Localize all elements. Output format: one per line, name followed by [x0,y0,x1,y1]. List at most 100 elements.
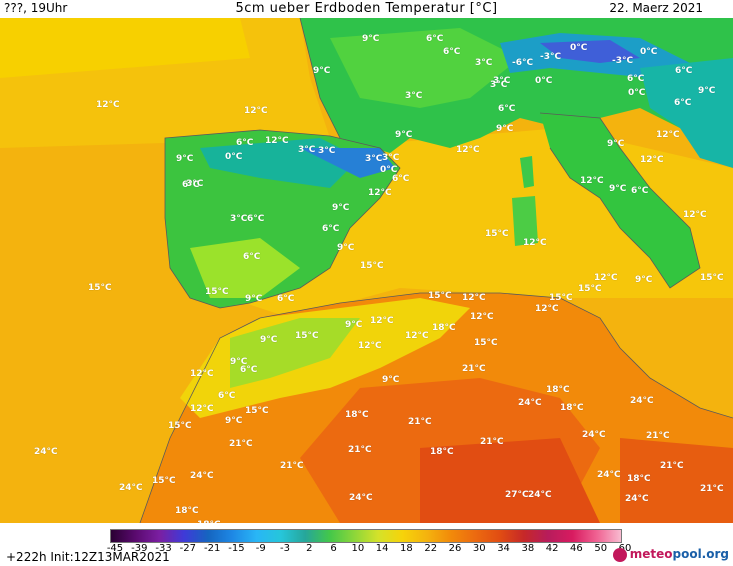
temperature-label: 27°C [505,490,529,500]
temperature-label: 12°C [456,145,480,155]
temperature-label: 21°C [408,417,432,427]
temperature-label: 9°C [345,320,363,330]
temperature-label: 21°C [229,439,253,449]
temperature-label: 15°C [578,284,602,294]
temperature-label: -3°C [540,52,562,62]
temperature-label: -3°C [612,56,634,66]
temperature-label: 15°C [360,261,384,271]
map-canvas [0,18,733,523]
color-scale-tick: -45 [106,543,124,554]
temperature-label: 12°C [96,100,120,110]
color-scale-tick: 14 [375,543,389,554]
brand-name-part2: pool.org [672,547,729,561]
temperature-label: -6°C [512,58,534,68]
temperature-label: 15°C [245,406,269,416]
temperature-label: 3°C [490,80,508,90]
temperature-label: 6°C [674,98,692,108]
temperature-map: 9°C 6°C 6°C 9°C -3°C 0°C -3°C -6°C 3°C 0°C 0°C 3°C 6… [0,18,733,523]
temperature-label: 9°C [362,34,380,44]
temperature-label: 24°C [119,483,143,493]
temperature-label: 9°C [176,154,194,164]
color-scale-tick: -9 [255,543,266,554]
color-scale-ticks: -45 -39 -33 -27 -21 -15 -9 -3 2 6 10 14 18 22 26 30 34 38… [106,543,632,555]
temperature-label: 24°C [518,398,542,408]
temperature-label: 9°C [698,86,716,96]
temperature-label: 15°C [485,229,509,239]
temperature-label: 0°C [628,88,646,98]
temperature-label: 9°C [230,357,248,367]
temperature-label: 6°C [182,180,200,190]
temperature-label: 9°C [635,275,653,285]
color-scale-tick: -3 [280,543,290,554]
temperature-label: 9°C [609,184,627,194]
color-scale-tick: 22 [424,543,438,554]
color-scale-tick: 50 [594,543,608,554]
temperature-label: 3°C [365,154,383,164]
sahara-hottest [420,438,600,523]
temperature-label: 6°C [218,391,236,401]
temperature-label: 12°C [656,130,680,140]
color-scale-tick: 18 [400,543,413,554]
color-scale-tick: 42 [545,543,559,554]
temperature-label: 15°C [168,421,192,431]
temperature-label: 15°C [88,283,112,293]
temperature-label: 24°C [630,396,654,406]
temperature-label: 21°C [480,437,504,447]
italy-coastline [539,112,701,289]
color-scale-tick: -15 [228,543,245,554]
italy-land [540,113,700,288]
temperature-label: 21°C [348,445,372,455]
temperature-label: 3°C [186,179,204,189]
map-header: ???, 19Uhr 5cm ueber Erdboden Temperatur… [0,0,733,18]
temperature-label: 21°C [660,461,684,471]
temperature-label: 24°C [34,447,58,457]
temperature-label: 21°C [462,364,486,374]
color-scale-tick: -33 [155,543,172,554]
temperature-label: 9°C [260,335,278,345]
temperature-label: 9°C [225,416,243,426]
temperature-label: 18°C [197,520,221,523]
color-scale-tick: 38 [521,543,535,554]
brand-name-part1: meteo [629,547,673,561]
temperature-label: 9°C [332,203,350,213]
sardinia-land [512,196,538,246]
color-scale-tick: 60 [618,543,632,554]
temperature-label: 12°C [535,304,559,314]
temperature-label: 9°C [245,294,263,304]
andalusia-warm [190,238,300,298]
color-scale-tick: -39 [131,543,148,554]
temperature-label: 12°C [368,188,392,198]
temperature-label: 0°C [640,47,658,57]
temperature-label: 21°C [646,431,670,441]
color-scale-bar [110,529,622,543]
temperature-label: 24°C [597,470,621,480]
temperature-label: 12°C [640,155,664,165]
iberia-coastline [164,129,401,309]
temperature-label: 15°C [474,338,498,348]
temperature-label: 18°C [627,474,651,484]
temperature-label: 3°C [382,153,400,163]
temperature-label: 6°C [426,34,444,44]
brand-logo[interactable]: meteopool.org [612,547,729,562]
temperature-label: 24°C [349,493,373,503]
temperature-label: 6°C [277,294,295,304]
temperature-label: 3°C [405,91,423,101]
temperature-label: 24°C [582,430,606,440]
color-scale-tick: -21 [203,543,221,554]
temperature-label: 15°C [205,287,229,297]
temperature-label: 3°C [298,145,316,155]
temperature-label: 6°C [236,138,254,148]
temperature-label: 6°C [392,174,410,184]
temperature-label: 0°C [225,152,243,162]
map-title: 5cm ueber Erdboden Temperatur [°C] [235,1,498,16]
temperature-label: 18°C [432,323,456,333]
color-scale-tick: 30 [472,543,486,554]
color-scale-tick: -27 [179,543,197,554]
temperature-label: 15°C [152,476,176,486]
forecast-time-label: ???, 19Uhr [4,1,68,15]
temperature-label: 6°C [498,104,516,114]
color-scale-tick: 34 [497,543,510,554]
temperature-label: 12°C [370,316,394,326]
atlantic-north [0,18,250,78]
atlas-green-patch [230,318,360,388]
